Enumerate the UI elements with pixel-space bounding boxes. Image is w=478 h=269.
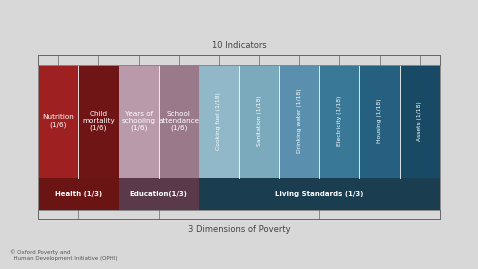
Bar xyxy=(359,65,400,178)
Text: Housing (1/18): Housing (1/18) xyxy=(377,99,382,143)
Bar xyxy=(38,178,119,210)
Bar xyxy=(279,65,319,178)
Text: Education(1/3): Education(1/3) xyxy=(130,191,188,197)
Text: Nutrition
(1/6): Nutrition (1/6) xyxy=(43,114,74,128)
Bar xyxy=(78,65,119,178)
Bar xyxy=(319,65,359,178)
Text: School
attendance
(1/6): School attendance (1/6) xyxy=(158,111,199,131)
Text: 3 Dimensions of Poverty: 3 Dimensions of Poverty xyxy=(188,225,290,233)
Text: Health (1/3): Health (1/3) xyxy=(55,191,102,197)
Text: © Oxford Poverty and
  Human Development Initiative (OPHI): © Oxford Poverty and Human Development I… xyxy=(10,249,117,261)
Bar xyxy=(239,65,279,178)
Text: Drinking water (1/18): Drinking water (1/18) xyxy=(297,89,302,153)
Text: Cooking fuel (1/18): Cooking fuel (1/18) xyxy=(217,92,221,150)
Bar xyxy=(400,65,440,178)
Bar xyxy=(38,65,78,178)
Text: Assets (1/18): Assets (1/18) xyxy=(417,101,422,141)
Text: Living Standards (1/3): Living Standards (1/3) xyxy=(275,191,363,197)
Bar xyxy=(159,65,199,178)
Text: Years of
schooling
(1/6): Years of schooling (1/6) xyxy=(121,111,156,131)
Text: Electricity (1/18): Electricity (1/18) xyxy=(337,96,342,146)
Bar xyxy=(119,178,199,210)
Bar xyxy=(38,65,440,210)
Text: 10 Indicators: 10 Indicators xyxy=(212,41,266,50)
Text: Child
mortality
(1/6): Child mortality (1/6) xyxy=(82,111,115,131)
Bar xyxy=(199,65,239,178)
Bar xyxy=(199,178,440,210)
Bar xyxy=(119,65,159,178)
Text: Sanitation (1/18): Sanitation (1/18) xyxy=(257,96,261,146)
